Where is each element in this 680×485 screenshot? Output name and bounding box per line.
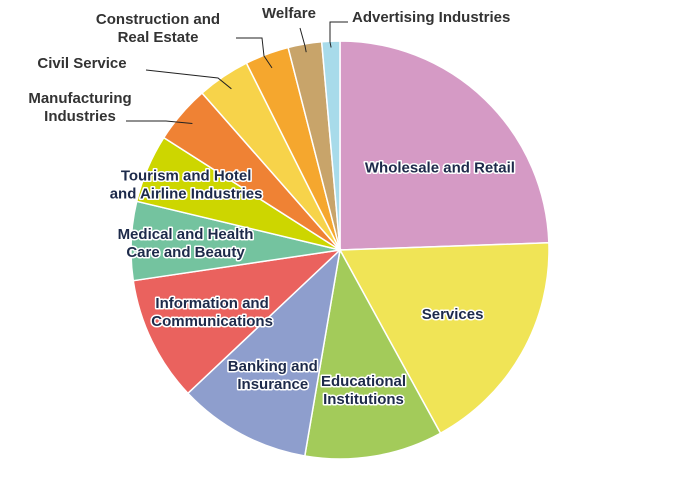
label-construction-and-real-estate-line-2: Real Estate: [118, 29, 199, 46]
label-welfare-line-1: Welfare: [262, 5, 316, 22]
label-educational-institutions: Educational Institutions: [321, 373, 406, 408]
leader-line-construction-and-real-estate: [236, 37, 273, 69]
label-tourism-and-hotel-and-airline-industries: Tourism and Hotel and Airline Industries: [110, 168, 263, 203]
label-wholesale-and-retail: Wholesale and Retail: [365, 159, 515, 176]
slice-wholesale-and-retail: [339, 40, 550, 251]
label-tourism-and-hotel-and-airline-industries-line-1: Tourism and Hotel: [121, 168, 252, 185]
label-manufacturing-industries-line-1: Manufacturing: [28, 90, 131, 107]
leader-line-civil-service: [145, 69, 232, 90]
slice-banking-and-insurance: [186, 247, 342, 457]
label-civil-service: Civil Service: [37, 55, 126, 72]
label-construction-and-real-estate-line-1: Construction and: [96, 11, 220, 28]
label-welfare: Welfare: [262, 5, 316, 22]
label-wholesale-and-retail-line-1: Wholesale and Retail: [365, 159, 515, 176]
leader-lines-layer: [126, 21, 348, 124]
leader-line-welfare: [299, 27, 307, 53]
label-educational-institutions-line-1: Educational: [321, 373, 406, 390]
slice-services: [338, 242, 550, 435]
label-services: Services: [422, 306, 484, 323]
label-information-and-communications-line-2: Communications: [151, 313, 273, 330]
label-advertising-industries: Advertising Industries: [352, 9, 510, 26]
label-banking-and-insurance: Banking and Insurance: [228, 358, 318, 393]
slice-educational-institutions: [303, 247, 442, 460]
label-advertising-industries-line-1: Advertising Industries: [352, 9, 510, 26]
leader-line-manufacturing-industries: [126, 120, 193, 124]
slice-information-and-communications: [132, 248, 343, 395]
label-medical-and-health-care-and-beauty-line-2: Care and Beauty: [126, 244, 245, 261]
label-civil-service-line-1: Civil Service: [37, 55, 126, 72]
leader-line-advertising-industries: [329, 21, 348, 48]
label-manufacturing-industries: Manufacturing Industries: [28, 90, 131, 125]
label-tourism-and-hotel-and-airline-industries-line-2: and Airline Industries: [110, 186, 263, 203]
label-banking-and-insurance-line-2: Insurance: [237, 376, 308, 393]
label-construction-and-real-estate: Construction and Real Estate: [96, 11, 220, 46]
label-information-and-communications: Information and Communications: [151, 295, 273, 330]
label-medical-and-health-care-and-beauty-line-1: Medical and Health: [118, 226, 254, 243]
label-information-and-communications-line-1: Information and: [155, 295, 268, 312]
label-services-line-1: Services: [422, 306, 484, 323]
label-medical-and-health-care-and-beauty: Medical and Health Care and Beauty: [118, 226, 254, 261]
label-banking-and-insurance-line-1: Banking and: [228, 358, 318, 375]
label-educational-institutions-line-2: Institutions: [323, 391, 404, 408]
label-manufacturing-industries-line-2: Industries: [44, 108, 116, 125]
slice-advertising-industries: [320, 40, 341, 251]
slices-layer: [130, 40, 550, 460]
